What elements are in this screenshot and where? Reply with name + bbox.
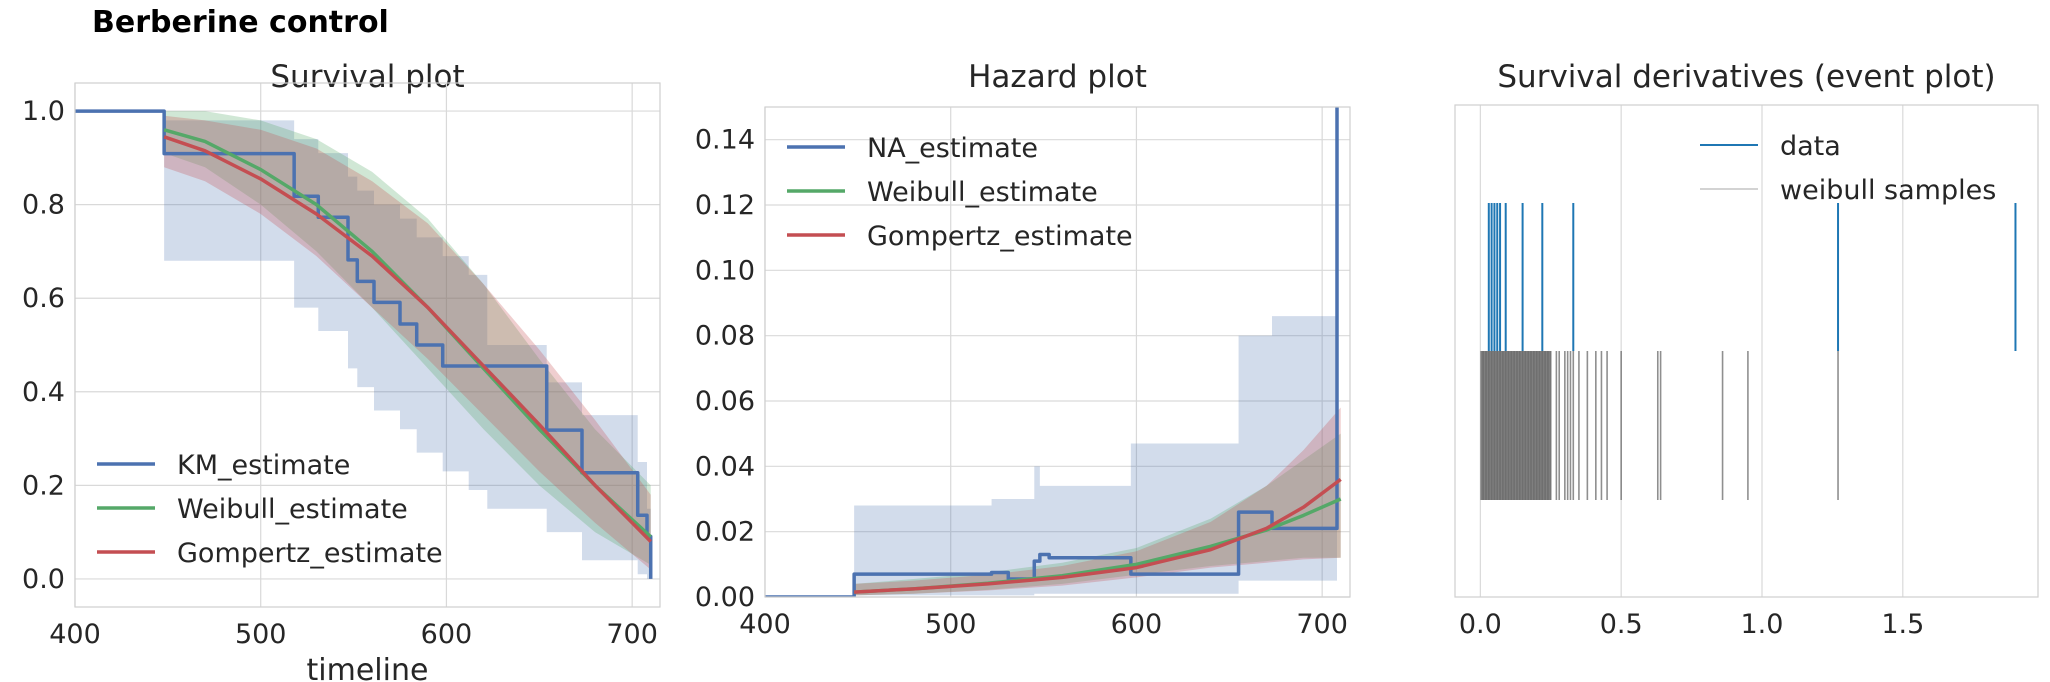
survival-plot-ytick-label: 0.2 <box>22 470 65 501</box>
survival-plot-legend-label-gompertz-estimate: Gompertz_estimate <box>177 538 443 569</box>
hazard-plot-na-estimate-line <box>765 107 1339 597</box>
survival-plot-legend-label-weibull-estimate: Weibull_estimate <box>177 494 408 525</box>
event-plot-legend-label-weibull-samples: weibull samples <box>1780 175 1996 206</box>
survival-plot-xtick-label: 500 <box>235 619 287 650</box>
event-plot-x-ticks: 0.0 0.5 1.0 1.5 <box>1459 609 1924 640</box>
hazard-plot-ytick-label: 0.04 <box>695 451 755 482</box>
hazard-plot-gompertz-estimate-line <box>854 477 1342 594</box>
survival-plot-km-estimate-ci-band <box>75 111 651 579</box>
hazard-plot-xtick-label: 500 <box>925 609 977 640</box>
hazard-plot-legend: NA_estimate Weibull_estimate Gompertz_esti… <box>787 133 1133 252</box>
survival-plot-gompertz-estimate-line <box>163 135 652 543</box>
hazard-plot-ytick-label: 0.08 <box>695 321 755 352</box>
survival-plot-ytick-label: 1.0 <box>22 96 65 127</box>
hazard-plot-legend-label-weibull-estimate: Weibull_estimate <box>867 177 1098 208</box>
hazard-plot-frame <box>764 106 1351 598</box>
survival-plot-xlabel: timeline <box>307 653 429 682</box>
hazard-plot-ytick-label: 0.10 <box>695 255 755 286</box>
event-plot-xtick-label: 1.5 <box>1881 609 1924 640</box>
hazard-plot-series <box>765 107 1342 597</box>
survival-plot-series <box>75 109 653 579</box>
event-plot-events <box>1480 203 2017 500</box>
hazard-plot-na-estimate-ci-band <box>765 316 1337 597</box>
figure-suptitle: Berberine control <box>92 5 389 40</box>
hazard-plot-xtick-label: 700 <box>1296 609 1348 640</box>
survival-plot-weibull-estimate-ci-band <box>164 111 651 565</box>
hazard-plot-x-ticks: 400 500 600 700 <box>739 609 1348 640</box>
hazard-plot-legend-label-na-estimate: NA_estimate <box>867 133 1038 164</box>
hazard-plot-ytick-label: 0.02 <box>695 517 755 548</box>
event-plot-legend-label-data: data <box>1780 131 1841 162</box>
event-plot-xtick-label: 1.0 <box>1741 609 1784 640</box>
hazard-plot-confidence-bands <box>765 316 1341 597</box>
survival-plot-ytick-label: 0.6 <box>22 283 65 314</box>
survival-plot-confidence-bands <box>75 111 651 579</box>
survival-plot-legend-label-km-estimate: KM_estimate <box>177 450 350 481</box>
hazard-plot-title: Hazard plot <box>968 59 1147 95</box>
survival-plot-xtick-label: 700 <box>606 619 658 650</box>
hazard-plot-ytick-label: 0.00 <box>695 582 755 613</box>
event-plot-xtick-label: 0.0 <box>1459 609 1502 640</box>
hazard-plot-ytick-label: 0.06 <box>695 386 755 417</box>
event-plot-xtick-label: 0.5 <box>1600 609 1643 640</box>
survival-plot-ytick-label: 0.4 <box>22 377 65 408</box>
hazard-plot-ytick-label: 0.12 <box>695 190 755 221</box>
hazard-plot-ytick-label: 0.14 <box>695 125 755 156</box>
event-plot-panel: Survival derivatives (event plot) 0.0 0.5… <box>1454 59 2039 640</box>
survival-plot-xtick-label: 400 <box>49 619 101 650</box>
survival-plot-frame <box>74 82 661 608</box>
survival-plot-ytick-label: 0.0 <box>22 564 65 595</box>
hazard-plot-xtick-label: 400 <box>739 609 791 640</box>
survival-plot-ytick-label: 0.8 <box>22 190 65 221</box>
event-plot-title: Survival derivatives (event plot) <box>1497 59 1995 95</box>
survival-plot-legend: KM_estimate Weibull_estimate Gompertz_esti… <box>97 450 443 569</box>
hazard-plot-y-ticks: 0.00 0.02 0.04 0.06 0.08 0.10 0.12 0.14 <box>695 125 755 613</box>
hazard-plot-gompertz-estimate-ci-band <box>854 407 1341 596</box>
hazard-plot-legend-label-gompertz-estimate: Gompertz_estimate <box>867 221 1133 252</box>
survival-plot-title: Survival plot <box>270 59 464 95</box>
survival-plot-x-ticks: 400 500 600 700 <box>49 619 658 650</box>
survival-plot-km-estimate-line <box>75 109 653 579</box>
hazard-plot-xtick-label: 600 <box>1111 609 1163 640</box>
survival-plot-xtick-label: 600 <box>421 619 473 650</box>
event-plot-legend: data weibull samples <box>1700 131 1996 206</box>
hazard-plot-weibull-estimate-ci-band <box>854 433 1341 596</box>
event-plot-frame <box>1454 104 2039 598</box>
hazard-plot-panel: Hazard plot 400 500 600 700 0.000.020.040.0… <box>695 59 1351 640</box>
survival-plot-gompertz-estimate-ci-band <box>164 115 651 570</box>
survival-plot-panel: Survival plot 400 500 600 700 0.00.20.40.60… <box>22 59 661 682</box>
survival-plot-y-ticks: 0.0 0.2 0.4 0.6 0.8 1.0 <box>22 96 65 595</box>
